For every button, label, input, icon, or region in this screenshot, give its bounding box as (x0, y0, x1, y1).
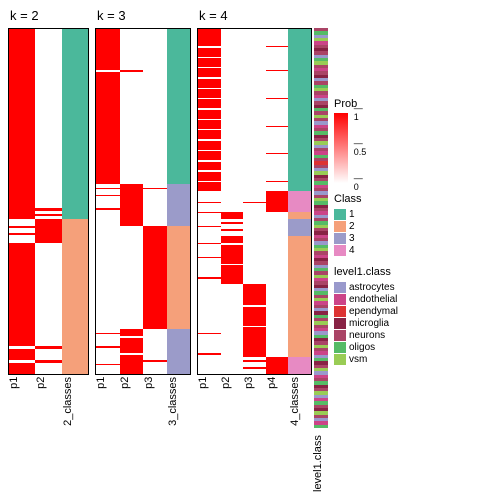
x-label: p1 (197, 377, 220, 428)
swatch-icon (334, 245, 346, 256)
x-label: p2 (119, 377, 143, 428)
panel-title: k = 4 (197, 8, 312, 26)
heatmap-column (198, 29, 221, 374)
swatch-icon (334, 209, 346, 220)
legend-item: microglia (334, 317, 426, 329)
legend-label: 3 (349, 233, 355, 244)
swatch-icon (334, 233, 346, 244)
legend-label: ependymal (349, 306, 398, 317)
swatch-icon (334, 318, 346, 329)
legend-item: endothelial (334, 293, 426, 305)
x-labels: p1p2p33_classes (95, 377, 191, 428)
legend-item: vsm (334, 353, 426, 365)
x-labels: p1p2p3p44_classes (197, 377, 312, 428)
x-label: p3 (143, 377, 167, 428)
legend-class: Class 1234 (334, 193, 426, 256)
heatmap-column (288, 29, 311, 374)
x-label: p1 (8, 377, 35, 428)
panel-body (8, 28, 89, 375)
legend-level1: level1.class astrocytesendothelialependy… (334, 266, 426, 365)
legend-label: oligos (349, 342, 375, 353)
x-labels: p1p22_classes (8, 377, 89, 428)
legend-label: neurons (349, 330, 385, 341)
heatmap-column (62, 29, 88, 374)
legend-item: 3 (334, 232, 426, 244)
x-label: 2_classes (62, 377, 89, 428)
heatmap-column (35, 29, 61, 374)
annotation-label: level1.class (312, 432, 324, 494)
heatmap-column (167, 29, 191, 374)
legend-item: oligos (334, 341, 426, 353)
swatch-icon (334, 354, 346, 365)
legend-class-title: Class (334, 193, 426, 205)
x-label: 4_classes (289, 377, 312, 428)
panel-body (95, 28, 191, 375)
prob-colorbar (334, 113, 348, 183)
legend-item: 2 (334, 220, 426, 232)
legend-area: Prob — 1 — 0.5 — 0 Class 1234 level1.class… (334, 8, 426, 496)
heatmap-column (9, 29, 35, 374)
swatch-icon (334, 282, 346, 293)
legend-label: endothelial (349, 294, 397, 305)
heatmap-panel: k = 3 p1p2p33_classes (95, 8, 191, 428)
legend-item: astrocytes (334, 281, 426, 293)
heatmap-panel: k = 2 p1p22_classes (8, 8, 89, 428)
x-label: p4 (266, 377, 289, 428)
heatmap-column (120, 29, 144, 374)
x-label: p2 (35, 377, 62, 428)
heatmap-column (266, 29, 289, 374)
panel-title: k = 2 (8, 8, 89, 26)
legend-label: microglia (349, 318, 389, 329)
legend-level1-title: level1.class (334, 266, 426, 278)
swatch-icon (334, 221, 346, 232)
x-label: p3 (243, 377, 266, 428)
annotation-container: level1.class (312, 8, 328, 496)
prob-tick: — 0.5 (354, 139, 367, 157)
swatch-icon (334, 330, 346, 341)
legend-label: 4 (349, 245, 355, 256)
legend-item: 1 (334, 208, 426, 220)
annotation-column (314, 28, 328, 428)
heatmap-panels: k = 2p1p22_classesk = 3p1p2p33_classesk … (8, 8, 312, 428)
legend-prob: Prob — 1— 0.5— 0 (334, 98, 426, 183)
prob-tick: — 0 (354, 174, 363, 192)
panel-body (197, 28, 312, 375)
heatmap-panel: k = 4 p1p2p3p44_classes (197, 8, 312, 428)
swatch-icon (334, 306, 346, 317)
x-label: p2 (220, 377, 243, 428)
swatch-icon (334, 294, 346, 305)
legend-item: neurons (334, 329, 426, 341)
legend-item: ependymal (334, 305, 426, 317)
legend-level1-items: astrocytesendothelialependymalmicroglian… (334, 281, 426, 365)
panel-title: k = 3 (95, 8, 191, 26)
heatmap-column (243, 29, 266, 374)
heatmap-column (221, 29, 244, 374)
legend-label: 1 (349, 209, 355, 220)
prob-tick: — 1 (354, 104, 363, 122)
legend-label: astrocytes (349, 282, 395, 293)
heatmap-column (96, 29, 120, 374)
heatmap-column (143, 29, 167, 374)
legend-item: 4 (334, 244, 426, 256)
x-label: 3_classes (167, 377, 191, 428)
x-label: p1 (95, 377, 119, 428)
legend-prob-title: Prob (334, 98, 426, 110)
legend-label: vsm (349, 354, 367, 365)
legend-class-items: 1234 (334, 208, 426, 256)
legend-label: 2 (349, 221, 355, 232)
swatch-icon (334, 342, 346, 353)
